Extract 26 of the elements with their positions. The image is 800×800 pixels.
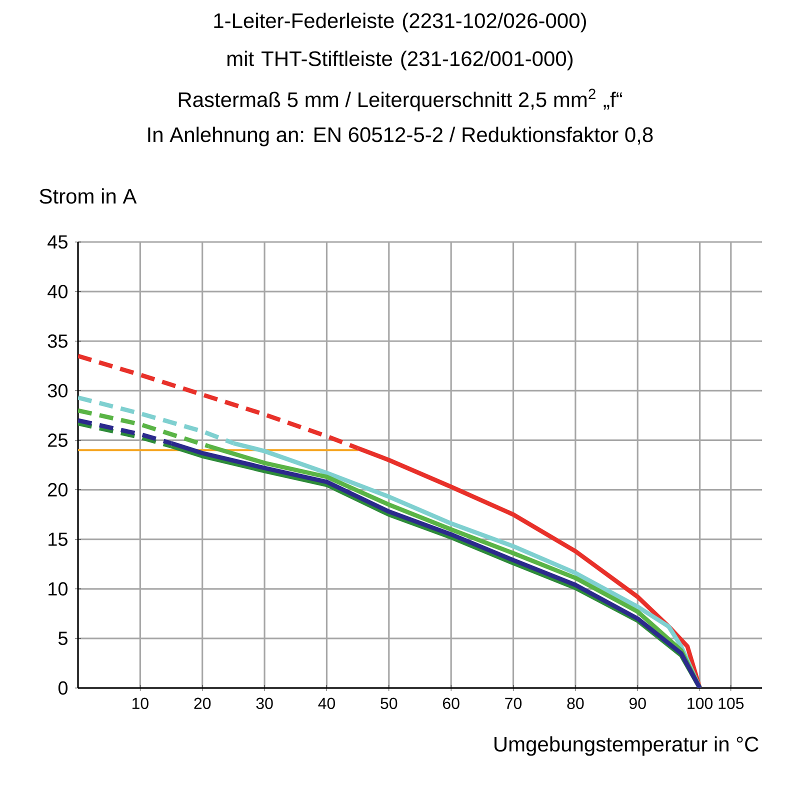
x-axis-title: Umgebungstemperatur in °C: [494, 736, 758, 756]
text: In Anlehnung an: EN 60512-5-2 / Reduktionsfaktor 0,8: [148, 126, 653, 146]
x-tick-label: 30: [256, 698, 273, 710]
y-tick-label: 40: [48, 284, 68, 298]
x-tick-label: 80: [567, 698, 584, 710]
x-tick-label: 40: [318, 698, 336, 710]
x-tick-label: 60: [443, 698, 460, 710]
y-tick-label: 35: [48, 334, 68, 348]
chart-subtitle: Rastermaß 5 mm / Leiterquerschnitt 2,5 mm$^{2}$ „f“: [178, 88, 622, 112]
y-tick-label: 0: [58, 681, 68, 695]
x-tick-label: 10: [132, 698, 148, 710]
chart-title: 1-Leiter-Federleiste (2231-102/026-000) mit THT-Stiftleiste (231-162/001-000): [214, 12, 586, 70]
y-tick-label: 30: [48, 384, 68, 398]
y-tick-label: 20: [48, 483, 68, 497]
x-tick-label: 70: [505, 698, 522, 710]
y-tick-label: 25: [48, 434, 68, 447]
x-tick-label: 20: [194, 698, 211, 710]
y-tick-label: 10: [48, 582, 68, 596]
y-tick-label: 5: [58, 632, 68, 646]
y-tick-label: 45: [48, 235, 68, 249]
x-tick-label: 90: [629, 698, 646, 710]
x-tick-label: 105: [718, 698, 744, 710]
x-tick-label: 100: [688, 698, 713, 710]
y-tick-label: 15: [48, 532, 68, 546]
y-axis-title: Strom in A: [40, 188, 137, 204]
x-tick-label: 50: [380, 698, 398, 710]
